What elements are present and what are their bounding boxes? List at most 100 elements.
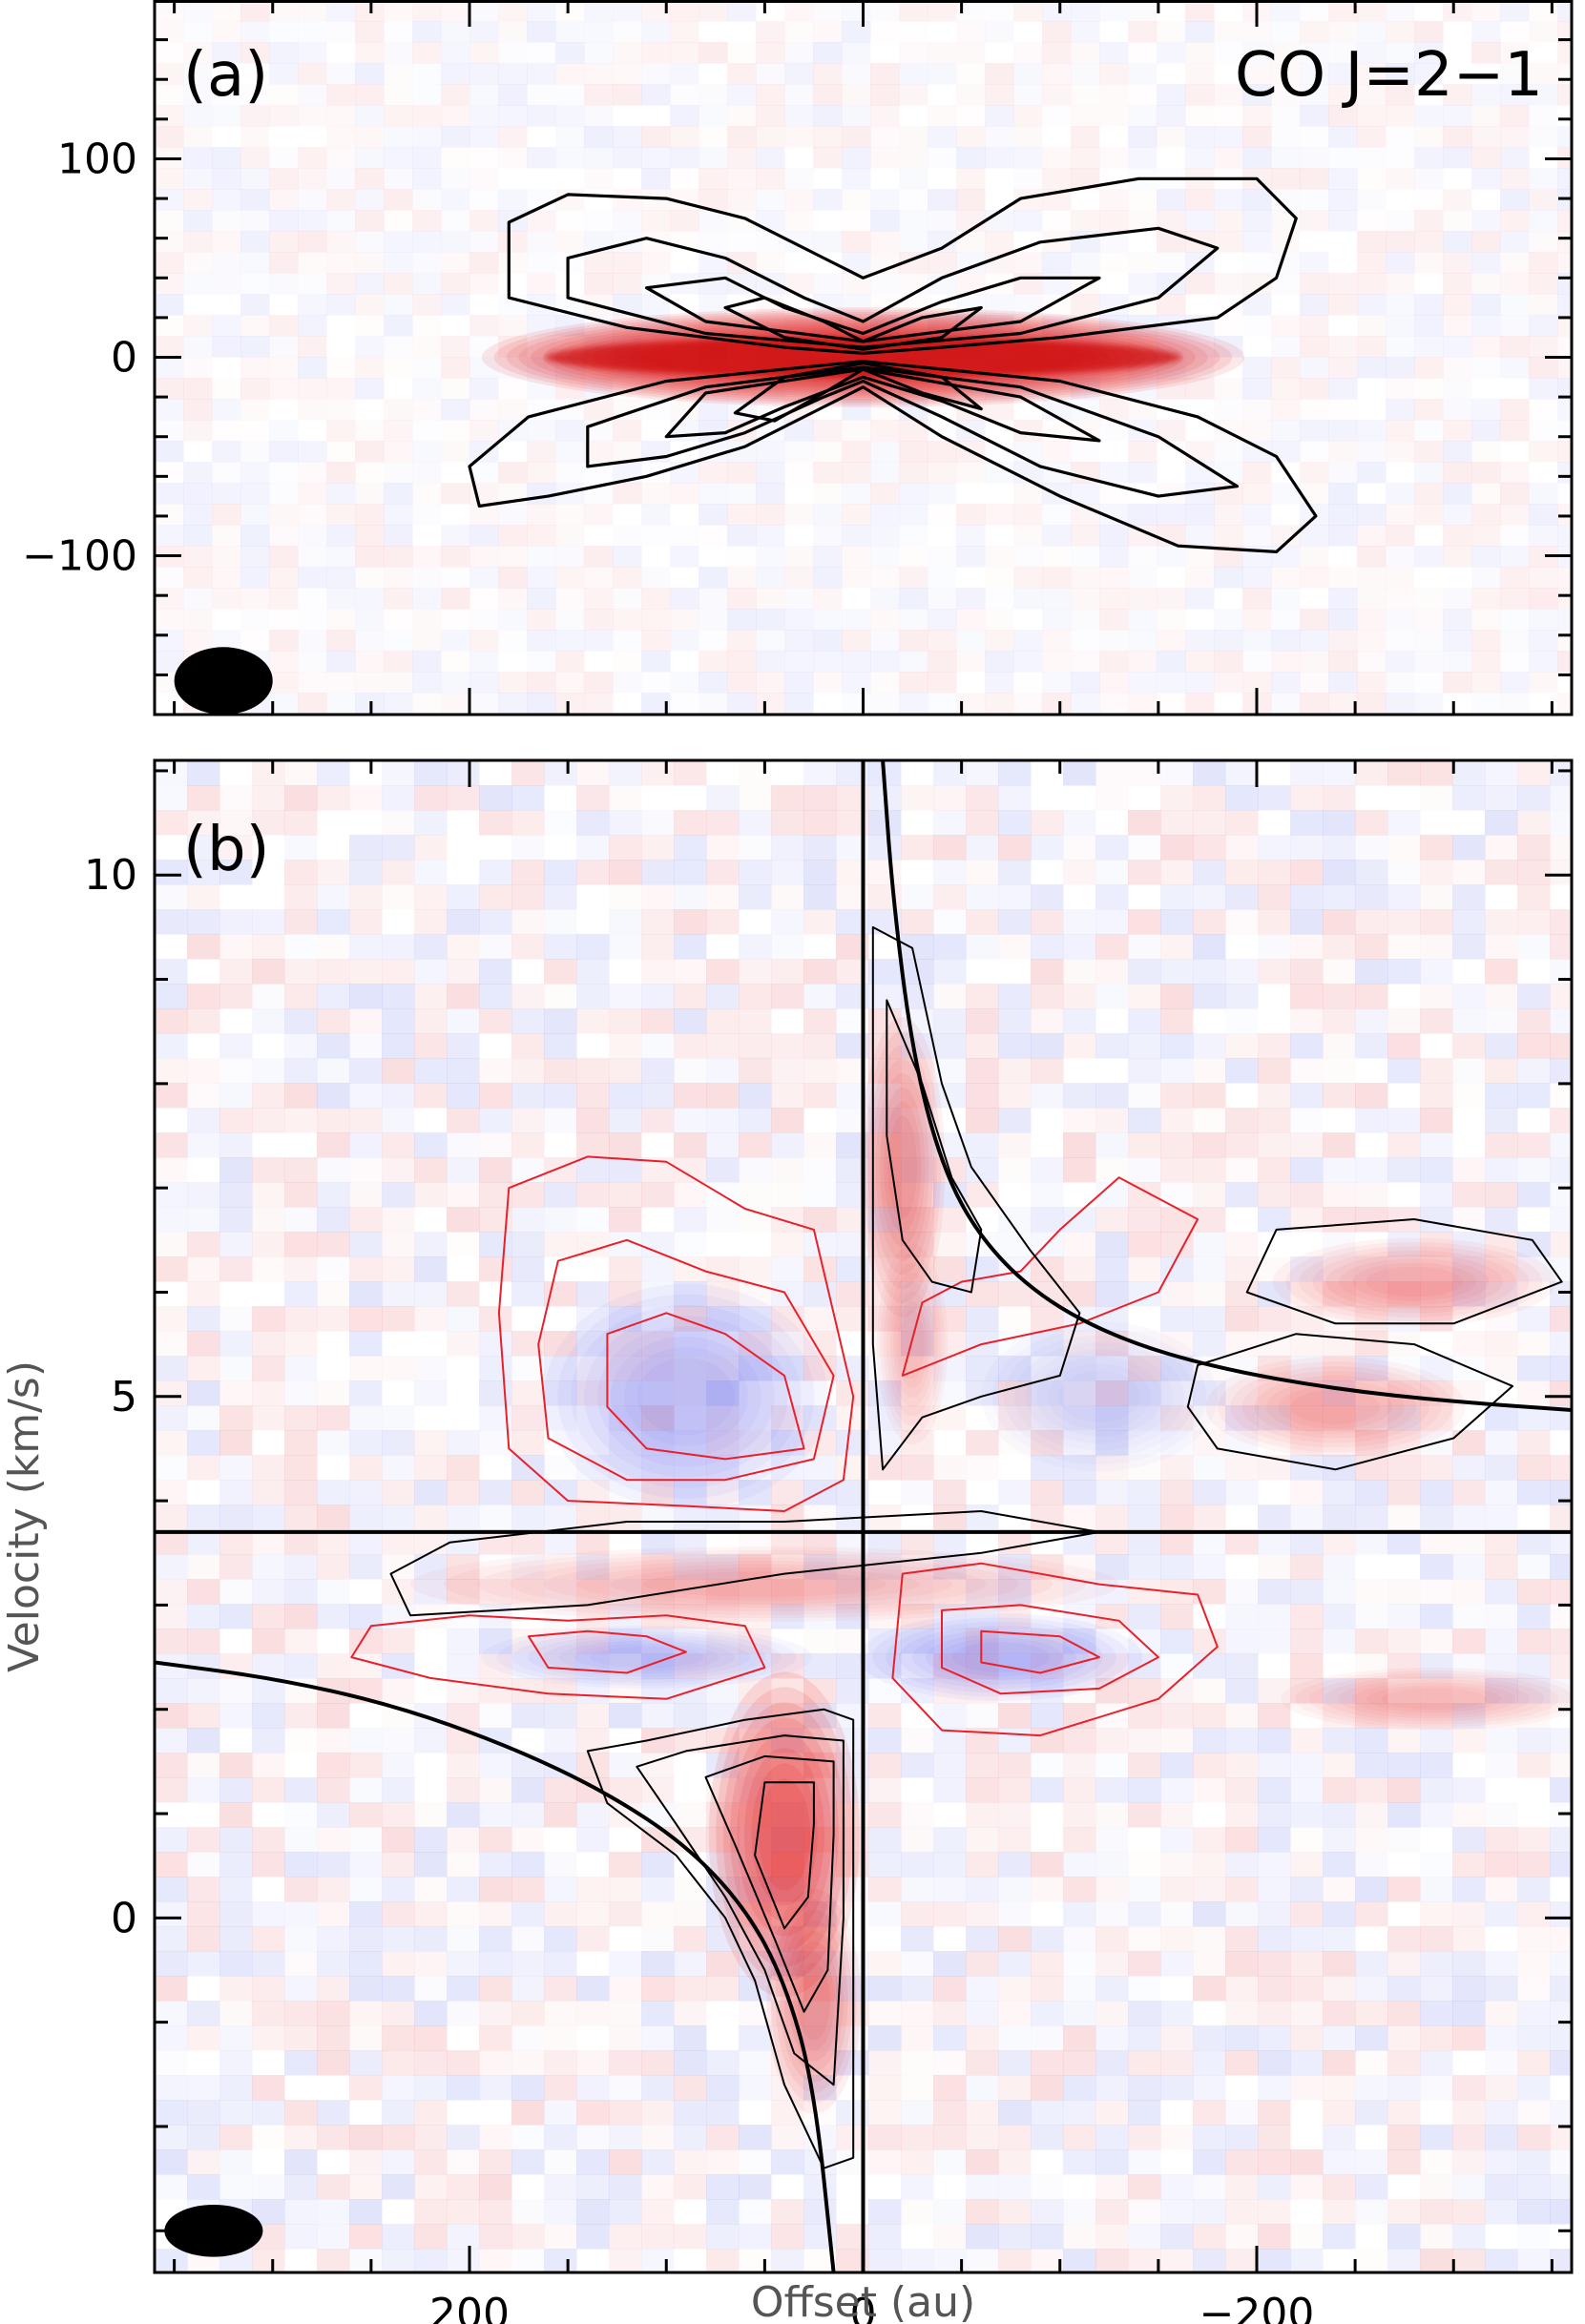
panel-b-noise-cell: [1160, 1604, 1194, 1629]
panel-a-noise-cell: [870, 588, 900, 610]
panel-b-noise-cell: [933, 959, 967, 985]
panel-b-noise-cell: [1550, 1604, 1583, 1629]
panel-a-noise-cell: [1328, 168, 1358, 190]
panel-a-noise-cell: [326, 441, 356, 463]
panel-a-noise-cell: [670, 210, 699, 232]
panel-b-noise-cell: [219, 1058, 253, 1084]
panel-b-noise-cell: [1355, 1157, 1388, 1183]
panel-a-noise-cell: [928, 567, 957, 589]
panel-b-noise-cell: [998, 984, 1032, 1009]
panel-a-noise-cell: [1300, 651, 1329, 673]
panel-a-noise-cell: [183, 462, 213, 484]
panel-b-noise-cell: [641, 860, 675, 885]
panel-a-noise-cell: [240, 210, 270, 232]
panel-b-noise-cell: [284, 2149, 318, 2175]
panel-a-noise-cell: [1414, 147, 1444, 169]
panel-b-noise-cell: [1290, 1678, 1324, 1704]
panel-a-noise-cell: [1013, 273, 1043, 295]
panel-b-noise-cell: [1225, 1008, 1259, 1034]
panel-a-noise-cell: [1529, 420, 1558, 442]
panel-b-noise-cell: [1452, 2025, 1486, 2051]
panel-b-noise-cell: [1258, 1926, 1291, 1952]
panel-b-noise-cell: [1225, 1480, 1259, 1505]
panel-a-noise-cell: [1242, 231, 1272, 253]
panel-a-noise-cell: [956, 168, 986, 190]
panel-b-noise-cell: [155, 1877, 188, 1902]
panel-a-noise-cell: [498, 714, 528, 736]
panel-a-noise-cell: [985, 294, 1014, 316]
panel-b-noise-cell: [706, 1132, 740, 1158]
panel-a-noise-cell: [1386, 294, 1415, 316]
panel-b-noise-cell: [349, 2249, 383, 2274]
panel-a-noise-cell: [412, 42, 442, 64]
panel-a-noise-cell: [1414, 168, 1444, 190]
panel-a-noise-cell: [756, 483, 785, 505]
panel-a-noise-cell: [155, 588, 184, 610]
panel-b-noise-cell: [544, 1380, 577, 1406]
panel-a-noise-cell: [155, 651, 184, 673]
panel-a-noise-cell: [355, 63, 385, 85]
panel-b-noise-cell: [1550, 835, 1572, 861]
panel-a-noise-cell: [326, 693, 356, 715]
panel-b-noise-cell: [933, 2199, 967, 2225]
panel-a-noise-cell: [756, 252, 785, 274]
panel-b-noise-cell: [1452, 1455, 1486, 1481]
panel-b-noise-cell: [284, 1554, 318, 1580]
panel-b-noise-cell: [1355, 1579, 1388, 1605]
panel-a-noise-cell: [1443, 231, 1472, 253]
panel-b-noise-cell: [544, 1008, 577, 1034]
panel-b-noise-cell: [1063, 1405, 1096, 1431]
panel-b-noise-cell: [1485, 1108, 1518, 1133]
panel-a-noise-cell: [555, 672, 585, 694]
panel-b-noise-cell: [1517, 1058, 1551, 1084]
panel-a-noise-cell: [784, 672, 814, 694]
panel-b-noise-cell: [447, 1653, 480, 1679]
panel-a-noise-cell: [183, 630, 213, 652]
panel-b-noise-cell: [1550, 1504, 1572, 1530]
emission-blue-layer: [496, 1629, 797, 1686]
panel-b-noise-cell: [284, 2224, 318, 2250]
panel-b-noise-cell: [674, 1058, 707, 1084]
panel-a-noise-cell: [441, 546, 470, 568]
panel-a-contour: [566, 226, 1220, 349]
panel-a-noise-cell: [183, 315, 213, 337]
red-contour: [537, 1238, 835, 1482]
panel-a-noise-cell: [298, 84, 327, 106]
panel-b-noise-cell: [187, 1604, 220, 1629]
panel-a-noise-cell: [1357, 567, 1387, 589]
panel-a-noise-cell: [183, 0, 213, 22]
emission-red-layer: [1381, 1689, 1487, 1711]
panel-b-noise-cell: [1225, 1802, 1259, 1828]
panel-b-noise-cell: [219, 1703, 253, 1729]
panel-b-noise-cell: [609, 785, 642, 811]
panel-a-noise-cell: [1557, 252, 1572, 274]
panel-a-noise-cell: [1328, 105, 1358, 127]
panel-a-noise-cell: [1099, 189, 1129, 211]
panel-a-noise-cell: [240, 399, 270, 421]
panel-a-noise-cell: [899, 588, 928, 610]
panel-b-noise-cell: [1128, 1256, 1161, 1282]
panel-b-noise-cell: [966, 2199, 999, 2225]
panel-b-label: (b): [183, 815, 270, 885]
panel-b-noise-cell: [641, 2100, 675, 2126]
panel-a-noise-cell: [699, 126, 728, 148]
panel-b-noise-cell: [1323, 1678, 1356, 1704]
panel-a-noise-cell: [956, 252, 986, 274]
panel-a-noise-cell: [298, 462, 327, 484]
panel-a-noise-cell: [1071, 21, 1100, 43]
panel-a-noise-cell: [641, 651, 671, 673]
panel-b-noise-cell: [1160, 860, 1194, 885]
panel-a-noise-cell: [584, 693, 614, 715]
panel-a-noise-cell: [870, 126, 900, 148]
panel-b-noise-cell: [284, 1827, 318, 1853]
panel-a-noise-cell: [412, 315, 442, 337]
emission-red-layer: [758, 1778, 811, 1891]
panel-a-noise-cell: [1471, 42, 1501, 64]
panel-b-noise-cell: [447, 1901, 480, 1927]
panel-b-noise-cell: [1355, 1827, 1388, 1853]
panel-a-noise-cell: [1242, 609, 1272, 631]
panel-b-noise-cell: [1063, 934, 1096, 960]
panel-a-noise-cell: [527, 357, 556, 379]
panel-b-noise-cell: [609, 1877, 642, 1902]
panel-b-noise-cell: [1031, 1976, 1064, 2002]
